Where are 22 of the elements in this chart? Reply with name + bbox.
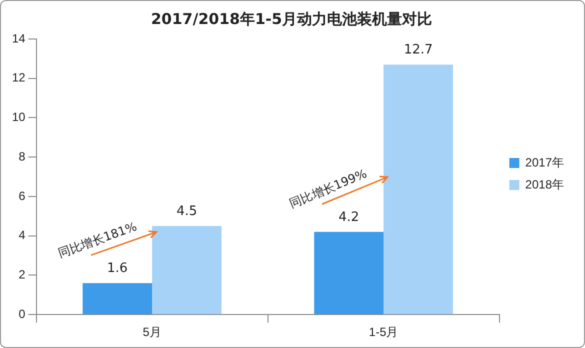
y-tick-label: 12 — [12, 70, 26, 85]
y-tick-label: 0 — [18, 306, 26, 321]
y-tick-label: 2 — [18, 268, 26, 282]
y-tick-label: 6 — [18, 188, 26, 203]
bar — [152, 226, 222, 314]
y-tick-label: 14 — [12, 31, 26, 46]
bar — [384, 64, 454, 314]
bar — [82, 283, 152, 314]
x-tick-label: 1-5月 — [368, 325, 398, 340]
data-label: 12.7 — [404, 42, 433, 58]
y-tick-label: 4 — [18, 228, 26, 242]
data-label: 4.2 — [338, 210, 360, 225]
y-tick-label: 10 — [12, 110, 26, 124]
bar — [314, 232, 384, 314]
legend-label: 2018年 — [525, 177, 564, 192]
annotation: 同比增长199% — [286, 165, 370, 211]
y-tick-label: 8 — [18, 149, 26, 164]
x-tick-label: 5月 — [142, 325, 162, 340]
data-label: 4.5 — [176, 204, 198, 219]
legend-label: 2017年 — [525, 155, 564, 170]
data-label: 1.6 — [107, 260, 128, 276]
chart-title: 2017/2018年1-5月动力电池装机量对比 — [150, 10, 432, 28]
